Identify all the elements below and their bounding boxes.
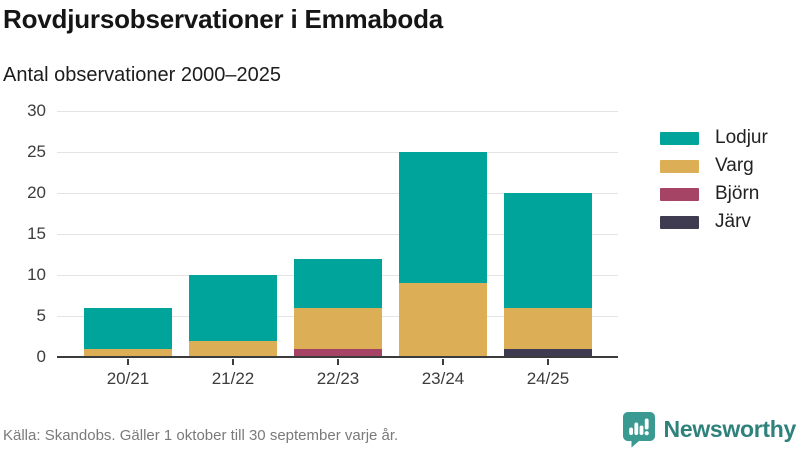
- legend-swatch: [660, 187, 699, 201]
- brand-link[interactable]: Newsworthy: [622, 411, 796, 448]
- y-tick-label: 20: [27, 183, 46, 202]
- y-tick-label: 5: [36, 306, 46, 325]
- bar-segment-Björn: [294, 348, 382, 357]
- x-tick-label: 23/24: [421, 369, 465, 388]
- bar-segment-Varg: [504, 307, 592, 349]
- legend-item-Björn: Björn: [660, 182, 768, 206]
- bar-24/25: [504, 111, 592, 357]
- gridline: [57, 152, 618, 153]
- bar-segment-Varg: [189, 340, 277, 357]
- bar-segment-Lodjur: [504, 193, 592, 308]
- bar-23/24: [399, 111, 487, 357]
- chart-subtitle: Antal observationer 2000–2025: [3, 64, 281, 86]
- source-note: Källa: Skandobs. Gäller 1 oktober till 3…: [3, 427, 399, 444]
- page-title: Rovdjursobservationer i Emmaboda: [3, 4, 444, 34]
- y-tick-label: 15: [27, 224, 46, 243]
- legend-swatch: [660, 215, 699, 229]
- gridline: [57, 111, 618, 112]
- bar-segment-Varg: [294, 307, 382, 349]
- bar-segment-Lodjur: [189, 275, 277, 341]
- y-tick-label: 30: [27, 101, 46, 120]
- bar-21/22: [189, 111, 277, 357]
- x-tick-label: 20/21: [106, 369, 150, 388]
- legend-label: Lodjur: [715, 127, 768, 148]
- gridline: [57, 193, 618, 194]
- legend: Lodjur Varg Björn Järv: [660, 126, 768, 238]
- bar-20/21: [84, 111, 172, 357]
- y-tick-label: 25: [27, 142, 46, 161]
- x-tick-label: 21/22: [211, 369, 255, 388]
- bar-segment-Järv: [504, 348, 592, 357]
- plot-area: [57, 111, 618, 358]
- legend-item-Varg: Varg: [660, 154, 768, 178]
- y-tick-label: 10: [27, 265, 46, 284]
- bar-segment-Lodjur: [84, 307, 172, 349]
- bar-segment-Varg: [399, 283, 487, 357]
- x-tick: [337, 359, 339, 365]
- x-tick-label: 22/23: [316, 369, 360, 388]
- gridline: [57, 234, 618, 235]
- legend-swatch: [660, 131, 699, 145]
- legend-label: Varg: [715, 155, 754, 176]
- x-tick: [547, 359, 549, 365]
- bar-segment-Lodjur: [294, 258, 382, 308]
- x-tick: [232, 359, 234, 365]
- brand-name: Newsworthy: [663, 416, 797, 442]
- legend-swatch: [660, 159, 699, 173]
- legend-item-Lodjur: Lodjur: [660, 126, 768, 150]
- legend-label: Björn: [715, 183, 760, 204]
- x-tick: [127, 359, 129, 365]
- x-tick: [442, 359, 444, 365]
- bar-segment-Lodjur: [399, 152, 487, 284]
- legend-item-Järv: Järv: [660, 210, 768, 234]
- x-tick-label: 24/25: [526, 369, 570, 388]
- x-axis-line: [57, 356, 618, 358]
- newsworthy-logo-icon: [622, 411, 656, 448]
- bar-22/23: [294, 111, 382, 357]
- y-tick-label: 0: [36, 347, 46, 366]
- legend-label: Järv: [715, 211, 751, 232]
- bar-segment-Varg: [84, 348, 172, 357]
